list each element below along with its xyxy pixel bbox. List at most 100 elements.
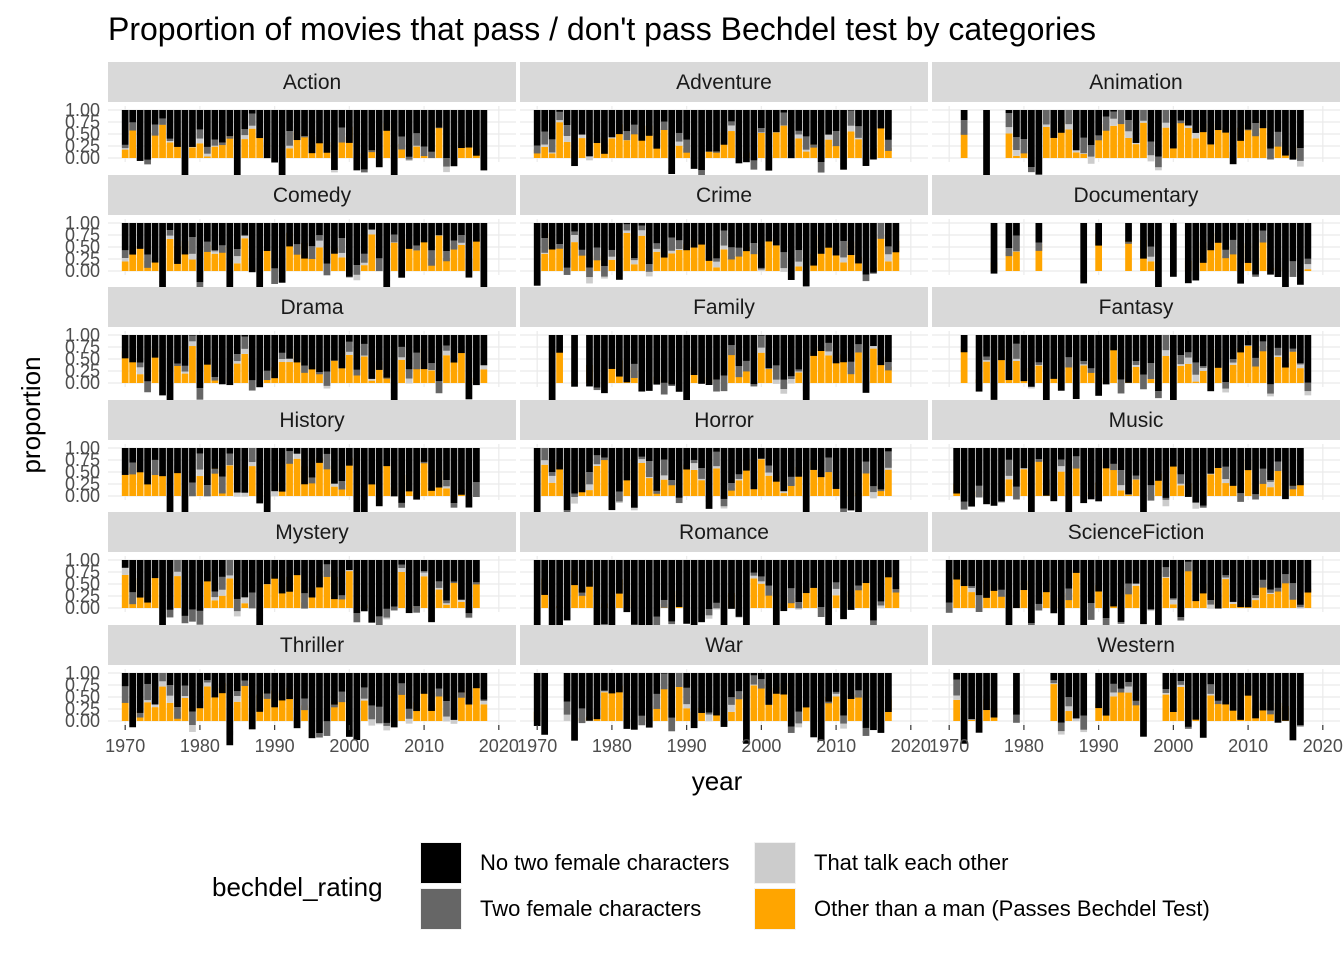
bar-segment <box>609 257 616 260</box>
bar-segment <box>122 686 129 703</box>
bar-segment <box>810 587 817 608</box>
bar-segment <box>691 673 698 728</box>
bar-segment <box>676 133 683 142</box>
bar-segment <box>182 448 189 512</box>
bar-segment <box>810 353 817 383</box>
bar-segment <box>638 335 645 392</box>
bar-segment <box>1297 110 1304 148</box>
bar-segment <box>1297 161 1304 167</box>
legend: bechdel_rating No two female charactersT… <box>212 842 1210 930</box>
bar-segment <box>818 560 825 607</box>
bar-segment <box>1230 223 1237 240</box>
bar-segment <box>1103 335 1110 384</box>
bar-segment <box>691 460 698 463</box>
bar-segment <box>728 125 735 131</box>
bar-segment <box>398 572 405 608</box>
bar-segment <box>653 110 660 149</box>
bar-segment <box>316 335 323 372</box>
bar-segment <box>286 131 293 146</box>
bar-segment <box>264 250 271 271</box>
bar-segment <box>601 691 608 692</box>
bar-segment <box>1133 367 1140 383</box>
bar-segment <box>219 590 226 596</box>
bar-segment <box>204 682 211 686</box>
bar-segment <box>773 110 780 132</box>
bar-segment <box>855 223 862 263</box>
bar-segment <box>983 673 990 710</box>
bar-segment <box>1073 560 1080 573</box>
bar-segment <box>1013 252 1020 271</box>
bar-segment <box>144 673 151 684</box>
bar-segment <box>713 223 720 258</box>
bar-segment <box>406 157 413 160</box>
bar-segment <box>1275 335 1282 348</box>
bar-segment <box>773 132 780 158</box>
bar-segment <box>219 673 226 693</box>
bar-segment <box>706 715 713 722</box>
bar-segment <box>286 463 293 496</box>
bar-segment <box>241 560 248 597</box>
bar-segment <box>968 592 975 608</box>
bar-segment <box>421 462 428 463</box>
bar-segment <box>204 335 211 365</box>
bar-segment <box>571 110 578 166</box>
bar-segment <box>1148 247 1155 257</box>
bar-segment <box>137 110 144 161</box>
bar-segment <box>443 673 450 701</box>
bar-segment <box>870 110 877 159</box>
bar-segment <box>1021 110 1028 139</box>
bar-segment <box>751 673 758 675</box>
bar-segment <box>1290 583 1297 599</box>
bar-segment <box>795 223 802 250</box>
chart-title: Proportion of movies that pass / don't p… <box>108 11 1096 47</box>
bar-segment <box>1305 560 1312 593</box>
bar-segment <box>398 223 405 278</box>
bar-segment <box>443 351 450 355</box>
bar-segment <box>616 673 623 692</box>
bar-segment <box>324 721 331 736</box>
bar-segment <box>1043 448 1050 496</box>
bar-segment <box>376 258 383 271</box>
bar-segment <box>825 351 832 355</box>
bar-segment <box>1058 335 1065 391</box>
bar-segment <box>855 335 862 344</box>
bar-segment <box>1222 467 1229 479</box>
bar-segment <box>197 139 204 144</box>
bar-segment <box>1237 348 1244 383</box>
bar-segment <box>616 492 623 502</box>
bar-segment <box>736 479 743 480</box>
bar-segment <box>601 692 608 721</box>
bar-segment <box>1163 578 1170 608</box>
bar-segment <box>1035 366 1042 383</box>
bar-segment <box>1080 716 1087 730</box>
bar-segment <box>1267 448 1274 480</box>
bar-segment <box>1050 110 1057 138</box>
bar-segment <box>226 578 233 608</box>
bar-segment <box>286 223 293 246</box>
bar-segment <box>1073 673 1080 718</box>
bar-segment <box>316 733 323 737</box>
bar-segment <box>765 586 772 596</box>
bar-segment <box>609 691 616 721</box>
bar-segment <box>122 702 129 721</box>
bar-segment <box>1058 673 1065 723</box>
bar-segment <box>758 459 765 496</box>
bar-segment <box>167 230 174 236</box>
bar-segment <box>623 673 630 729</box>
bar-segment <box>840 560 847 619</box>
bar-segment <box>758 268 765 270</box>
bar-segment <box>1267 593 1274 594</box>
bar-segment <box>144 223 151 255</box>
bar-segment <box>586 223 593 268</box>
bar-segment <box>398 137 405 150</box>
bar-segment <box>383 335 390 378</box>
bar-segment <box>736 366 743 377</box>
bar-segment <box>1200 560 1207 593</box>
bar-segment <box>167 239 174 271</box>
bar-segment <box>1222 702 1229 721</box>
bar-segment <box>848 223 855 255</box>
bar-segment <box>721 223 728 231</box>
bar-segment <box>1013 137 1020 150</box>
bar-segment <box>324 560 331 564</box>
